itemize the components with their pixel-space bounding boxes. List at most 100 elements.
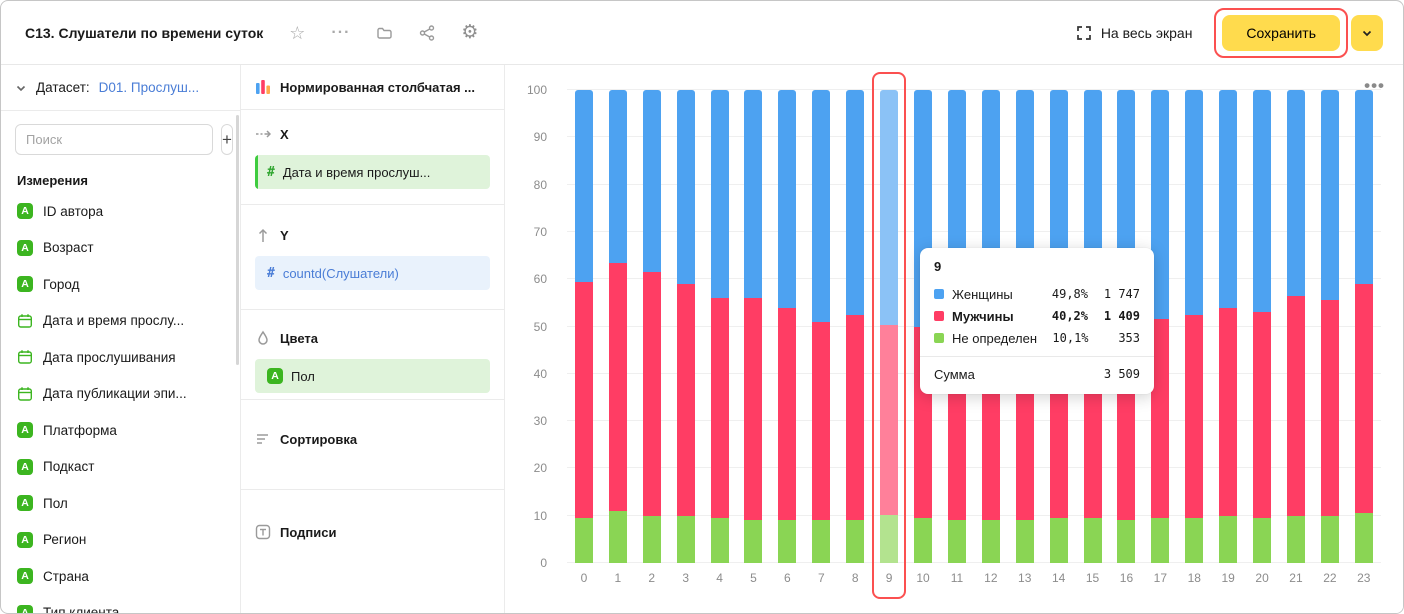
x-tick-label: 15: [1085, 571, 1100, 585]
bar-segment: [676, 283, 695, 516]
section-sort: Сортировка: [241, 400, 504, 490]
search-input[interactable]: [15, 124, 213, 155]
series-percent: 10,1%: [1052, 331, 1089, 345]
colors-field-chip[interactable]: A Пол: [255, 359, 490, 393]
field-item[interactable]: A Город: [1, 266, 240, 303]
bar-segment: [676, 90, 695, 284]
page-title: C13. Слушатели по времени суток: [25, 24, 264, 41]
bar-0[interactable]: [574, 90, 593, 563]
string-field-icon: A: [17, 276, 33, 293]
bar-segment: [574, 518, 593, 563]
x-tick-label: 9: [885, 571, 893, 585]
section-labels-header[interactable]: Подписи: [255, 524, 490, 540]
x-axis: 0 1 2 3 4 5 6 7 8 9 10 11 12 13 14 15 16 17 18 19 20 21 22 23: [567, 571, 1381, 585]
section-colors: Цвета A Пол: [241, 310, 504, 400]
gridline: [567, 562, 1381, 563]
chart-config-panel: Нормированная столбчатая ... X # Дата и …: [241, 65, 505, 613]
y-axis-icon: [258, 228, 268, 242]
bar-segment: [710, 518, 729, 563]
bar-segment: [744, 520, 763, 563]
bar-segment: [608, 262, 627, 511]
settings-gear-icon[interactable]: ⚙: [461, 22, 479, 43]
y-tick-label: 10: [533, 508, 547, 523]
chart-type-selector[interactable]: Нормированная столбчатая ...: [241, 65, 504, 110]
bar-20[interactable]: [1253, 90, 1272, 563]
bar-23[interactable]: [1354, 90, 1373, 563]
gridline: [567, 89, 1381, 90]
field-item[interactable]: A ID автора: [1, 193, 240, 230]
bar-17[interactable]: [1151, 90, 1170, 563]
bar-segment: [1151, 319, 1170, 519]
x-field-chip[interactable]: # Дата и время прослуш...: [255, 155, 490, 189]
dataset-selector[interactable]: Датасет: D01. Прослуш...: [1, 65, 240, 111]
field-item[interactable]: A Платформа: [1, 412, 240, 449]
x-tick-label: 16: [1119, 571, 1134, 585]
folder-icon[interactable]: [376, 25, 393, 41]
bar-4[interactable]: [710, 90, 729, 563]
field-item[interactable]: Дата прослушивания: [1, 339, 240, 376]
bar-segment: [1151, 518, 1170, 563]
bar-5[interactable]: [744, 90, 763, 563]
field-label: Дата и время прослу...: [43, 313, 185, 329]
bar-19[interactable]: [1219, 90, 1238, 563]
field-label: Пол: [43, 495, 68, 511]
more-actions-icon[interactable]: ···: [331, 23, 351, 41]
bar-7[interactable]: [812, 90, 831, 563]
field-label: Дата публикации эпи...: [43, 386, 187, 402]
bar-2[interactable]: [642, 90, 661, 563]
string-field-icon: A: [17, 203, 33, 220]
add-field-button[interactable]: +: [221, 124, 233, 155]
bar-22[interactable]: [1320, 90, 1339, 563]
bar-18[interactable]: [1185, 90, 1204, 563]
share-icon[interactable]: [419, 24, 435, 41]
field-item[interactable]: A Регион: [1, 522, 240, 559]
bar-segment: [1117, 520, 1136, 563]
bar-21[interactable]: [1286, 90, 1305, 563]
section-sort-header[interactable]: Сортировка: [255, 431, 490, 447]
field-item[interactable]: A Тип клиента: [1, 595, 240, 613]
x-tick-label: 21: [1289, 571, 1303, 585]
x-tick-label: 3: [682, 571, 690, 585]
chart-type-label: Нормированная столбчатая ...: [280, 79, 476, 95]
gridline: [567, 514, 1381, 516]
dataset-fields-panel: Датасет: D01. Прослуш... + Измерения A ID…: [1, 65, 241, 613]
dataset-name-link[interactable]: D01. Прослуш...: [98, 80, 200, 95]
field-item[interactable]: A Страна: [1, 558, 240, 595]
bar-segment: [1354, 513, 1373, 563]
save-button[interactable]: Сохранить: [1222, 14, 1340, 51]
bar-3[interactable]: [676, 90, 695, 563]
bar-6[interactable]: [778, 90, 797, 563]
bar-segment: [1185, 90, 1204, 315]
section-x-header: X: [255, 126, 490, 142]
bar-segment: [846, 90, 865, 315]
field-search-row: +: [1, 111, 240, 159]
save-dropdown-button[interactable]: [1351, 14, 1383, 51]
field-item[interactable]: Дата публикации эпи...: [1, 376, 240, 413]
bar-1[interactable]: [608, 90, 627, 563]
field-item[interactable]: Дата и время прослу...: [1, 303, 240, 340]
header: C13. Слушатели по времени суток ☆ ··· ⚙: [1, 1, 1403, 65]
bar-segment: [846, 520, 865, 563]
series-value: 353: [1118, 331, 1140, 345]
fields-scrollbar[interactable]: [236, 115, 239, 365]
y-tick-label: 70: [533, 224, 547, 239]
fullscreen-button[interactable]: На весь экран: [1076, 25, 1192, 41]
field-item[interactable]: A Подкаст: [1, 449, 240, 486]
bar-segment: [778, 307, 797, 521]
bar-8[interactable]: [846, 90, 865, 563]
tooltip-rows: Женщины 49,8% 1 747 Мужчины 40,2% 1 409 Не опр…: [934, 283, 1140, 349]
field-item[interactable]: A Пол: [1, 485, 240, 522]
bar-segment: [880, 325, 899, 516]
bar-segment: [1286, 295, 1305, 516]
field-label: Страна: [43, 568, 89, 584]
field-item[interactable]: A Возраст: [1, 230, 240, 267]
bar-9[interactable]: [880, 90, 899, 563]
x-tick-label: 1: [614, 571, 622, 585]
favorite-star-icon[interactable]: ☆: [289, 22, 306, 43]
bar-segment: [744, 298, 763, 521]
chart-area: ••• 0 10 20 30 40 50 60 70 80 90 100 0 1 2 3 4 5 6 7 8 9 10 1…: [505, 65, 1403, 613]
gridline: [567, 230, 1381, 232]
bar-segment: [1185, 314, 1204, 519]
x-tick-label: 7: [817, 571, 825, 585]
y-field-chip[interactable]: # countd(Слушатели): [255, 256, 490, 290]
